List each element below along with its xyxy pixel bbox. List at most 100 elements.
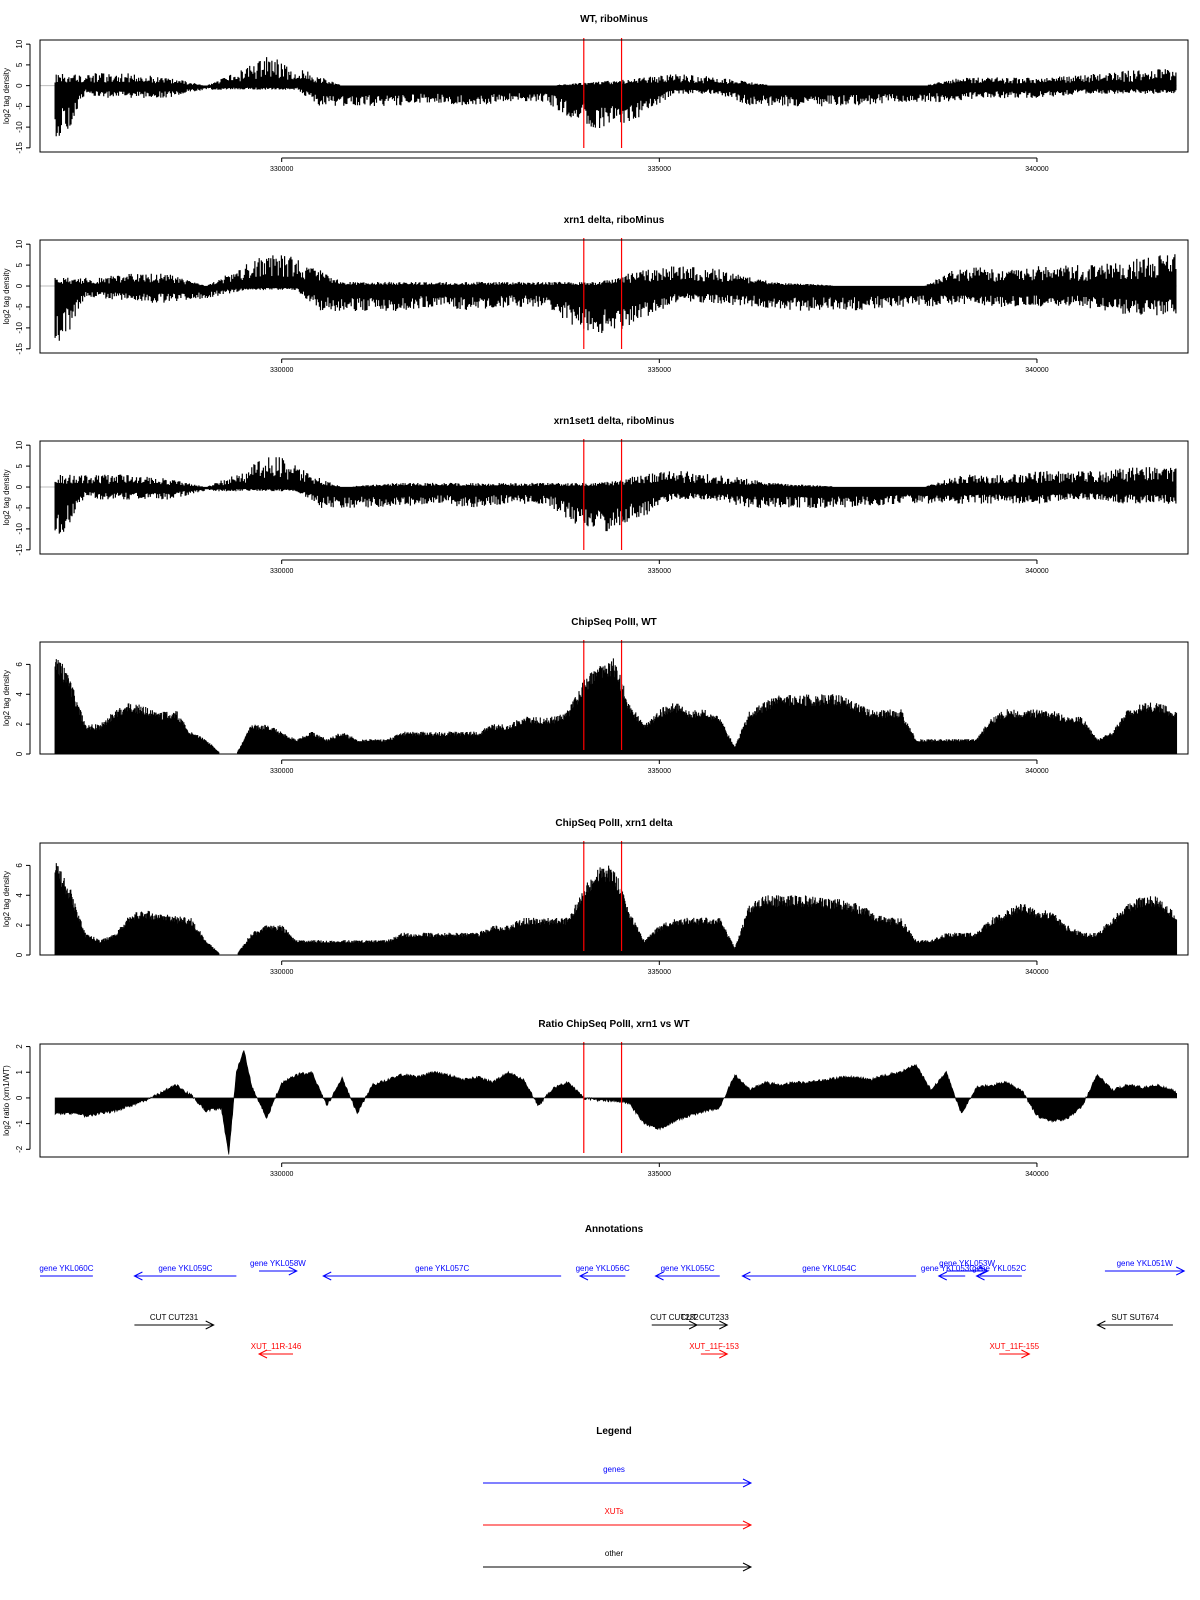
feature-arrow [654, 1271, 720, 1281]
x-tick-label: 330000 [270, 969, 293, 976]
density-bars [54, 863, 1178, 955]
feature-gene: gene YKL052C [972, 1264, 1026, 1281]
arrow-head [578, 1271, 589, 1281]
y-tick-label: 0 [15, 751, 24, 756]
y-tick-label: -5 [15, 303, 24, 311]
x-tick-label: 340000 [1025, 969, 1048, 976]
feature-xut: XUT_11F-153 [689, 1342, 739, 1359]
feature-label: gene YKL056C [576, 1264, 630, 1273]
legend-label: other [605, 1549, 624, 1558]
data-marks [40, 57, 1177, 137]
y-axis-label: log2 tag density [2, 68, 11, 124]
feature-arrow [741, 1271, 917, 1281]
feature-label: gene YKL057C [415, 1264, 469, 1273]
arrow-head [288, 1266, 298, 1276]
feature-arrow [700, 1349, 729, 1359]
feature-label: gene YKL053C-A [921, 1264, 984, 1273]
feature-arrow [1096, 1320, 1173, 1330]
y-tick-label: 10 [15, 440, 24, 449]
y-axis: -2 -1 0 1 2 log2 ratio (xrn1/WT) [2, 1044, 31, 1153]
y-tick-label: -15 [15, 142, 24, 154]
feature-arrow [134, 1320, 215, 1330]
panel-title: ChipSeq PolII, WT [571, 617, 657, 628]
plot-frame [39, 440, 1189, 555]
y-tick-label: -15 [15, 543, 24, 555]
annotation-features: gene YKL060C gene YKL059C gene YKL058W gene… [39, 1259, 1186, 1359]
x-tick-label: 335000 [648, 568, 671, 575]
plot-frame [39, 641, 1189, 755]
feature-gene: gene YKL060C [39, 1264, 94, 1277]
arrow-head [1175, 1266, 1186, 1276]
data-marks [54, 1049, 1177, 1155]
x-tick-label: 330000 [270, 166, 293, 173]
y-tick-label: 0 [15, 484, 24, 489]
y-tick-label: -5 [15, 504, 24, 512]
feature-arrow [578, 1271, 626, 1281]
arrow-head [654, 1271, 664, 1281]
arrow-head [1021, 1349, 1031, 1359]
arrow-head [742, 1478, 753, 1488]
arrow-head [719, 1320, 729, 1330]
arrow-head [1096, 1320, 1106, 1330]
x-axis: 330000 335000 340000 [270, 157, 1049, 173]
y-tick-label: 1 [15, 1069, 24, 1074]
feature-arrow [946, 1266, 989, 1276]
y-tick-label: 5 [15, 463, 24, 468]
panel-1: WT, riboMinus -15 -10 -5 0 5 10 log2 tag densit… [2, 14, 1189, 173]
x-tick-label: 335000 [648, 768, 671, 775]
feature-arrow [259, 1266, 298, 1276]
legend-title: Legend [596, 1426, 632, 1437]
y-axis: 0 2 4 6 log2 tag density [2, 863, 31, 957]
x-axis: 330000 335000 340000 [270, 559, 1049, 575]
x-tick-label: 340000 [1025, 768, 1048, 775]
y-tick-label: 5 [15, 62, 24, 67]
panel-title: xrn1 delta, riboMinus [564, 215, 665, 226]
y-tick-label: 6 [15, 863, 24, 868]
y-tick-label: 0 [15, 83, 24, 88]
feature-gene: gene YKL057C [322, 1264, 562, 1281]
y-tick-label: 0 [15, 1095, 24, 1100]
y-tick-label: 5 [15, 262, 24, 267]
feature-arrow [937, 1271, 966, 1281]
x-axis: 330000 335000 340000 [270, 1162, 1049, 1178]
y-tick-label: -5 [15, 102, 24, 110]
signal-bars [54, 57, 1177, 137]
panel-title: Ratio ChipSeq PolII, xrn1 vs WT [538, 1019, 689, 1030]
y-tick-label: -2 [15, 1145, 24, 1153]
y-axis-label: log2 tag density [2, 871, 11, 927]
feature-gene: gene YKL051W [1104, 1259, 1186, 1276]
feature-gene: gene YKL058W [250, 1259, 306, 1276]
feature-gene: gene YKL059C [133, 1264, 237, 1281]
arrow-head [719, 1349, 729, 1359]
x-tick-label: 340000 [1025, 367, 1048, 374]
y-axis-label: log2 ratio (xrn1/WT) [2, 1065, 11, 1136]
feature-label: gene YKL055C [661, 1264, 715, 1273]
y-axis: -15 -10 -5 0 5 10 log2 tag density [2, 239, 31, 355]
feature-arrow [133, 1271, 237, 1281]
x-tick-label: 335000 [648, 367, 671, 374]
feature-arrow [1104, 1266, 1186, 1276]
arrow-head [937, 1271, 947, 1281]
y-tick-label: -10 [15, 322, 24, 334]
feature-arrow [257, 1349, 294, 1359]
legend-arrow [483, 1478, 753, 1488]
signal-bars [54, 457, 1177, 534]
panel-2: xrn1 delta, riboMinus -15 -10 -5 0 5 10 log2 ta… [2, 215, 1189, 374]
panel-4: ChipSeq PolII, WT 0 2 4 6 log2 tag density 330… [2, 617, 1189, 775]
panel-title: ChipSeq PolII, xrn1 delta [555, 818, 673, 829]
feature-label: CUT CUT231 [150, 1313, 199, 1322]
feature-other: SUT SUT674 [1096, 1313, 1173, 1330]
feature-label: gene YKL058W [250, 1259, 306, 1268]
y-tick-label: 10 [15, 239, 24, 248]
x-tick-label: 335000 [648, 166, 671, 173]
arrow-head [322, 1271, 332, 1281]
feature-label: CUT CUT233 [680, 1313, 729, 1322]
feature-label: XUT_11F-153 [689, 1342, 739, 1351]
feature-label: XUT_11R-146 [251, 1342, 302, 1351]
plot-frame [39, 1043, 1189, 1158]
annotation-track: Annotations gene YKL060C gene YKL059Cgene… [39, 1224, 1186, 1359]
feature-label: CUT CUT232 [650, 1313, 699, 1322]
feature-label: SUT SUT674 [1111, 1313, 1159, 1322]
arrow-head [975, 1271, 985, 1281]
